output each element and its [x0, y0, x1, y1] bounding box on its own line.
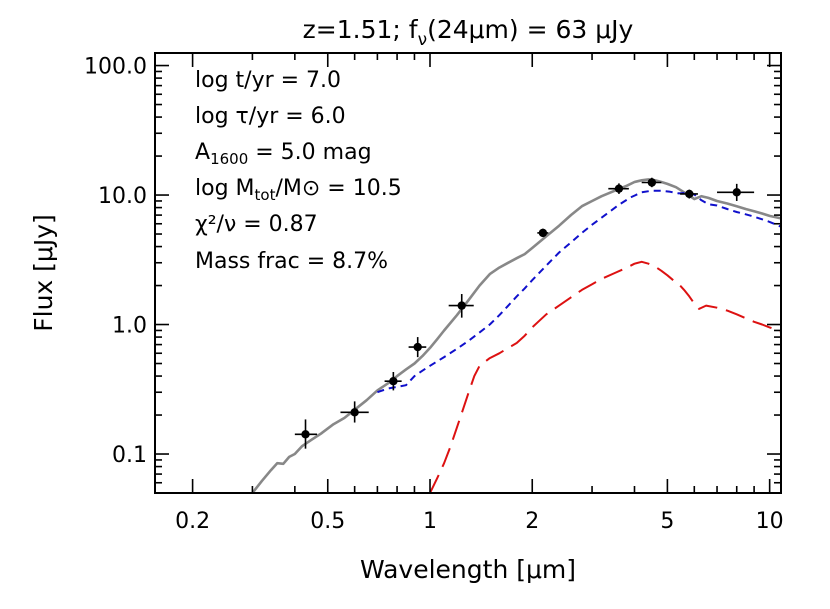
series-line-solid [251, 178, 781, 493]
annotation-log-t: log t/yr = 7.0 [195, 68, 341, 93]
data-marker [350, 408, 359, 417]
annotation-a1600: A1600 = 5.0 mag [195, 140, 372, 168]
series-line-dashed [377, 189, 781, 394]
chart-title: z=1.51; fν(24μm) = 63 μJy [303, 15, 634, 50]
data-point [408, 337, 427, 358]
data-marker [457, 301, 466, 310]
x-tick-label: 0.5 [310, 509, 345, 534]
data-point [340, 401, 369, 423]
y-tick-label: 0.1 [112, 443, 147, 468]
y-axis-label: Flux [μJy] [29, 214, 58, 332]
points-layer [294, 177, 755, 449]
y-tick-label: 100.0 [84, 55, 147, 80]
data-point [384, 371, 402, 391]
data-point [294, 419, 318, 449]
data-point [641, 177, 662, 188]
data-point [717, 183, 755, 201]
data-marker [389, 377, 398, 386]
y-tick-label: 1.0 [112, 314, 147, 339]
x-tick-label: 1 [423, 509, 437, 534]
data-point [608, 183, 629, 194]
x-tick-label: 10 [756, 509, 784, 534]
series-line-longdash [429, 260, 781, 493]
data-marker [685, 189, 694, 199]
plot-frame [154, 52, 782, 494]
x-tick-label: 0.2 [175, 509, 210, 534]
x-tick-label: 2 [525, 509, 539, 534]
data-marker [413, 342, 422, 352]
x-tick-label: 5 [660, 509, 674, 534]
data-point [537, 228, 549, 238]
data-point [680, 189, 698, 199]
annotation-mtot: log Mtot/M⊙ = 10.5 [195, 176, 402, 204]
series-layer [251, 178, 781, 493]
data-marker [647, 178, 657, 187]
ticks-layer: 0.2 0.5 1 2 5 10 0.1 1.0 10.0 100.0 [84, 53, 784, 534]
annotation-block: log t/yr = 7.0 log τ/yr = 6.0 A1600 = 5.… [195, 68, 402, 274]
annotation-chi2: χ²/ν = 0.87 [195, 212, 318, 237]
x-axis-label: Wavelength [μm] [360, 555, 576, 584]
annotation-log-tau: log τ/yr = 6.0 [195, 104, 346, 129]
y-tick-label: 10.0 [98, 184, 147, 209]
data-marker [301, 430, 310, 439]
data-marker [538, 228, 548, 238]
data-marker [614, 184, 624, 193]
data-point [448, 294, 474, 318]
annotation-mass-frac: Mass frac = 8.7% [195, 249, 388, 274]
data-marker [732, 188, 741, 197]
